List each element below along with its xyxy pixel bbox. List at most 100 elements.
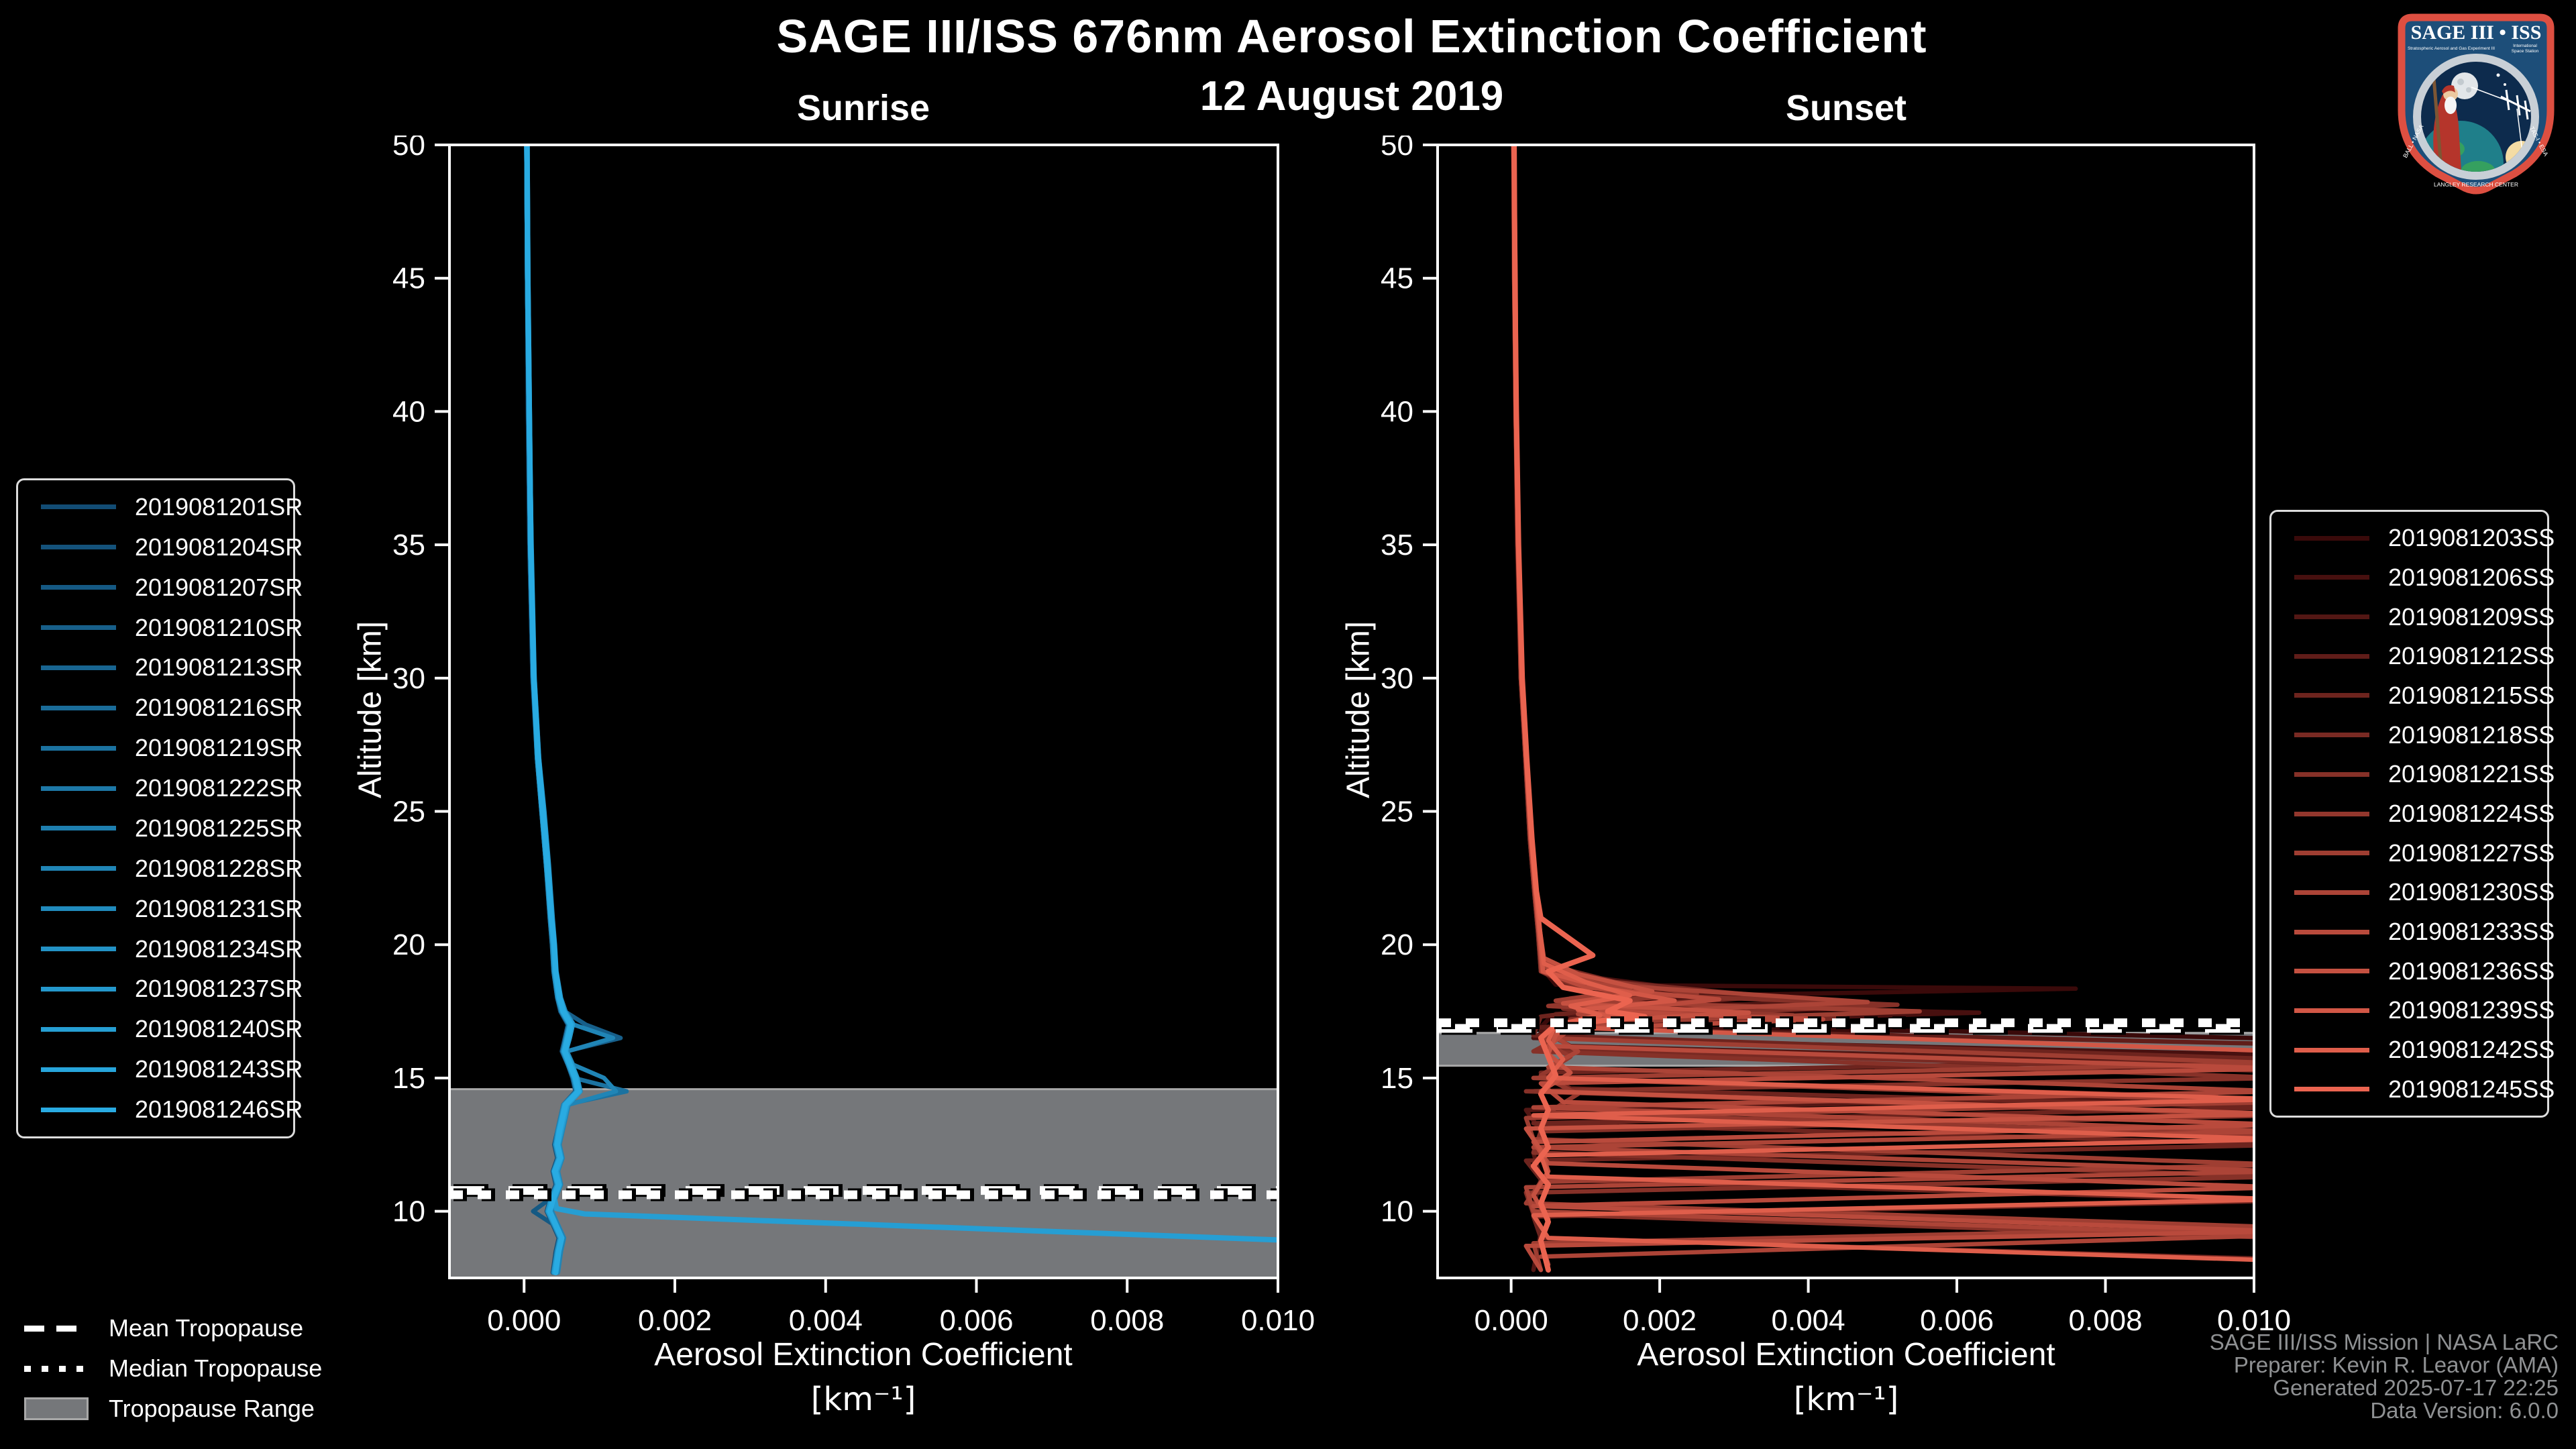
- legend-event-label: 2019081246SR: [135, 1095, 303, 1124]
- legend-line-swatch-icon: [41, 504, 116, 510]
- legend-item: 2019081242SS: [2271, 1030, 2555, 1070]
- sunrise-x-axis-unit: [km⁻¹]: [810, 1381, 916, 1418]
- legend-item: 2019081210SR: [18, 608, 303, 648]
- moon-crater: [2466, 87, 2471, 93]
- legend-event-label: 2019081207SR: [135, 573, 303, 601]
- y-tick-label: 35: [392, 529, 425, 561]
- legend-item: 2019081228SR: [18, 849, 303, 889]
- legend-line-swatch-icon: [2294, 969, 2369, 974]
- legend-line-swatch-icon: [2294, 811, 2369, 816]
- median-tropopause-label: Median Tropopause: [109, 1354, 323, 1382]
- gray-band-swatch-icon: [24, 1397, 89, 1420]
- legend-line-swatch-icon: [41, 1067, 116, 1072]
- y-tick-label: 10: [1381, 1195, 1413, 1228]
- x-tick-label: 0.002: [638, 1304, 712, 1337]
- attribution-mission: SAGE III/ISS Mission | NASA LaRC: [2209, 1330, 2559, 1354]
- sunrise-panel-title: Sunrise: [796, 88, 930, 128]
- legend-item: 2019081213SR: [18, 648, 303, 688]
- mean-tropopause-label: Mean Tropopause: [109, 1314, 304, 1342]
- moon-crater: [2457, 78, 2464, 85]
- sunrise-axes: 0.000 0.002 0.004 0.006 0.008 0.010 50 45 40 35 30…: [392, 136, 1315, 1337]
- y-tick-label: 25: [1381, 796, 1413, 828]
- legend-line-swatch-icon: [2294, 575, 2369, 580]
- attribution-block: SAGE III/ISS Mission | NASA LaRC Prepare…: [2210, 1331, 2559, 1422]
- legend-event-label: 2019081221SS: [2388, 760, 2555, 788]
- y-tick-label: 15: [392, 1062, 425, 1095]
- legend-item: 2019081207SR: [18, 568, 303, 608]
- legend-item: 2019081206SS: [2271, 558, 2555, 598]
- legend-item: 2019081236SS: [2271, 951, 2555, 991]
- attribution-generated: Generated 2025-07-17 22:25: [2273, 1375, 2559, 1400]
- legend-line-swatch-icon: [41, 1026, 116, 1032]
- y-tick-label: 25: [392, 796, 425, 828]
- sunrise-spines: [448, 144, 1279, 1279]
- legend-line-swatch-icon: [41, 665, 116, 670]
- sunset-plot: 0.000 0.002 0.004 0.006 0.008 0.010 50 45 40 35 30…: [1381, 136, 2291, 1337]
- legend-item: 2019081239SS: [2271, 991, 2555, 1030]
- y-tick-label: 45: [392, 262, 425, 295]
- legend-event-label: 2019081237SR: [135, 975, 303, 1003]
- legend-event-label: 2019081245SS: [2388, 1075, 2555, 1103]
- legend-line-swatch-icon: [2294, 929, 2369, 934]
- legend-item: 2019081233SS: [2271, 912, 2555, 952]
- legend-line-swatch-icon: [2294, 890, 2369, 895]
- attribution-version: Data Version: 6.0.0: [2370, 1398, 2559, 1423]
- legend-event-label: 2019081222SR: [135, 774, 303, 802]
- page-title: SAGE III/ISS 676nm Aerosol Extinction Co…: [776, 10, 1927, 62]
- legend-line-swatch-icon: [41, 906, 116, 912]
- legend-event-label: 2019081227SS: [2388, 839, 2555, 867]
- x-tick-label: 0.002: [1623, 1304, 1697, 1337]
- y-tick-label: 40: [392, 395, 425, 428]
- profile-line-2019081246SR: [524, 145, 582, 1276]
- y-tick-label: 10: [392, 1195, 425, 1228]
- median-tropopause-legend-item: Median Tropopause: [24, 1348, 322, 1389]
- legend-event-label: 2019081225SR: [135, 814, 303, 842]
- legend-event-label: 2019081231SR: [135, 894, 303, 922]
- legend-event-label: 2019081206SS: [2388, 563, 2555, 591]
- y-tick-label: 35: [1381, 529, 1413, 561]
- sunset-event-legend: 2019081203SS 2019081206SS 2019081209SS 2019…: [2269, 510, 2555, 1118]
- dotted-line-swatch-icon: [24, 1365, 89, 1372]
- earth-land: [2461, 161, 2496, 172]
- legend-item: 2019081245SS: [2271, 1069, 2555, 1109]
- legend-item: 2019081237SR: [18, 969, 303, 1010]
- y-tick-label: 20: [392, 928, 425, 961]
- sunset-x-axis-unit: [km⁻¹]: [1793, 1381, 1899, 1418]
- tropopause-range-legend-item: Tropopause Range: [24, 1389, 322, 1429]
- profile-line-2019081239SS: [1511, 145, 2254, 1053]
- legend-line-swatch-icon: [41, 826, 116, 831]
- sunrise-tropopause-band: [449, 1089, 1278, 1278]
- legend-item: 2019081225SR: [18, 808, 303, 849]
- profile-line-2019081218SS: [1511, 145, 2254, 1073]
- y-tick-label: 20: [1381, 928, 1413, 961]
- legend-event-label: 2019081242SS: [2388, 1036, 2555, 1064]
- legend-event-label: 2019081243SR: [135, 1055, 303, 1083]
- legend-item: 2019081212SS: [2271, 637, 2555, 676]
- x-tick-label: 0.006: [939, 1304, 1013, 1337]
- x-tick-label: 0.000: [487, 1304, 561, 1337]
- y-tick-label: 45: [1381, 262, 1413, 295]
- y-tick-label: 50: [392, 136, 425, 162]
- legend-event-label: 2019081219SR: [135, 734, 303, 762]
- y-tick-label: 30: [392, 662, 425, 695]
- mean-tropopause-legend-item: Mean Tropopause: [24, 1308, 322, 1348]
- legend-event-label: 2019081216SR: [135, 694, 303, 722]
- legend-line-swatch-icon: [41, 786, 116, 791]
- legend-line-swatch-icon: [2294, 771, 2369, 777]
- legend-event-label: 2019081201SR: [135, 492, 303, 521]
- x-tick-label: 0.004: [789, 1304, 863, 1337]
- legend-item: 2019081216SR: [18, 688, 303, 728]
- legend-line-swatch-icon: [41, 705, 116, 710]
- legend-event-label: 2019081240SR: [135, 1015, 303, 1043]
- legend-event-label: 2019081203SS: [2388, 524, 2555, 552]
- logo-subtitle-right-1: International: [2513, 44, 2537, 48]
- legend-item: 2019081234SR: [18, 929, 303, 969]
- sunrise-x-axis-label: Aerosol Extinction Coefficient: [654, 1337, 1073, 1373]
- legend-line-swatch-icon: [41, 545, 116, 550]
- sunrise-plot: 0.000 0.002 0.004 0.006 0.008 0.010 50 45 40 35 30…: [392, 136, 1315, 1337]
- tropopause-range-label: Tropopause Range: [109, 1395, 315, 1422]
- legend-line-swatch-icon: [41, 866, 116, 871]
- legend-line-swatch-icon: [2294, 653, 2369, 659]
- legend-line-swatch-icon: [41, 745, 116, 751]
